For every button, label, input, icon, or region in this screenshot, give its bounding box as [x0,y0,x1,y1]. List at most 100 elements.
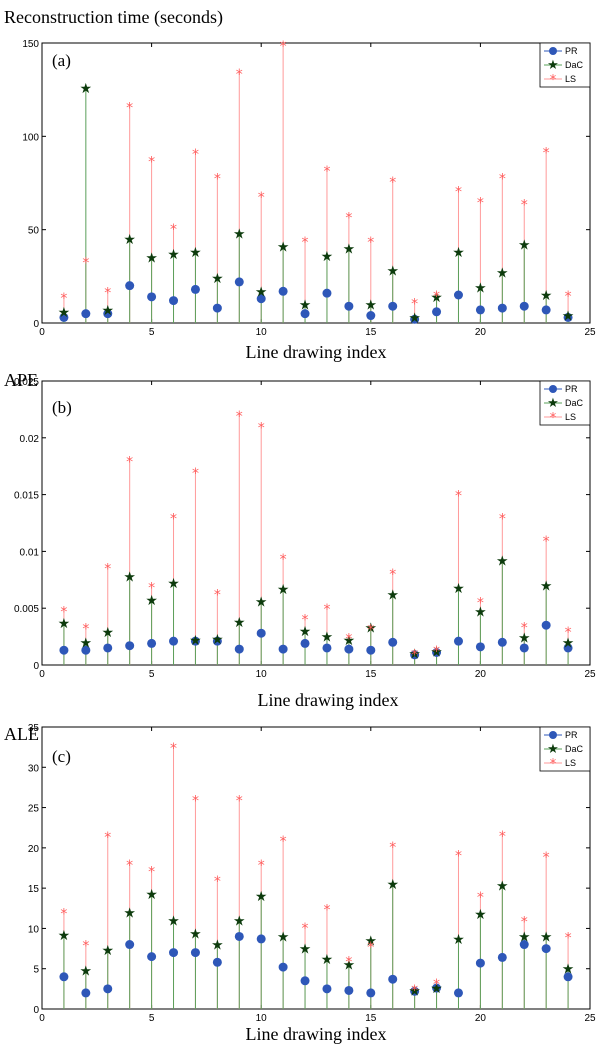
plot-frame [41,42,591,324]
panel-label: (a) [52,51,71,70]
chart-ale: ALE (c) 0 5 10 15 20 25 0 5 10 15 20 25 30 35 ★ ★ ★ ★ ★ ★ ★ ★… [4,723,596,1044]
point-ls: * [411,648,418,664]
point-pr [497,637,507,647]
point-dac: ★ [233,226,246,242]
plot-frame [41,726,591,1010]
point-dac: ★ [518,929,531,945]
x-tick-label: 15 [365,1013,377,1024]
point-ls: * [411,296,418,312]
point-ls: * [126,100,133,116]
point-dac: ★ [211,271,224,287]
point-dac: ★ [321,249,334,265]
legend-entry: LS [565,758,576,768]
point-ls: * [433,977,440,993]
point-dac: ★ [365,934,378,950]
point-ls: * [214,171,221,187]
point-dac: ★ [474,281,487,297]
plot-frame [41,380,591,666]
point-pr [410,986,420,996]
point-dac: ★ [145,251,158,267]
point-ls: * [258,420,265,436]
point-ls: * [236,67,243,83]
x-axis-label: Line drawing index [258,690,399,710]
point-dac: ★ [255,594,268,610]
point-ls: * [60,906,67,922]
point-pr [453,636,463,646]
point-ls: * [499,171,506,187]
legend-marker-ls: * [550,411,557,426]
point-pr [344,985,354,995]
y-tick-label: 100 [22,132,39,143]
point-pr [563,643,573,653]
point-dac: ★ [101,303,114,319]
legend-entry: PR [565,730,578,740]
point-ls: * [148,581,155,597]
point-pr [300,309,310,319]
point-ls: * [258,190,265,206]
point-pr [190,636,200,646]
point-pr [519,940,529,950]
point-dac: ★ [167,247,180,263]
point-dac: ★ [189,245,202,261]
point-ls: * [565,930,572,946]
point-ls: * [323,602,330,618]
x-tick-label: 15 [365,669,377,680]
point-dac: ★ [496,879,509,895]
point-ls: * [323,902,330,918]
x-tick-label: 25 [584,327,596,338]
legend-marker-dac: ★ [547,396,559,411]
point-pr [212,636,222,646]
legend: PR ★ DaC * LS [539,380,591,426]
point-pr [81,988,91,998]
point-pr [103,643,113,653]
legend-marker-pr [549,385,557,393]
point-ls: * [214,587,221,603]
x-tick-label: 20 [475,1013,487,1024]
point-ls: * [389,840,396,856]
point-pr [190,284,200,294]
point-pr [366,645,376,655]
x-axis-label: Line drawing index [246,1024,387,1044]
y-tick-label: 0.02 [20,434,40,445]
point-ls: * [148,155,155,171]
point-pr [497,303,507,313]
legend-marker-pr [549,731,557,739]
y-tick-label: 20 [28,844,40,855]
y-tick-label: 25 [28,804,40,815]
point-dac: ★ [540,929,553,945]
point-pr [234,277,244,287]
point-ls: * [302,235,309,251]
point-ls: * [170,222,177,238]
point-pr [519,301,529,311]
point-dac: ★ [474,907,487,923]
panel-label: (b) [52,398,72,417]
point-dac: ★ [386,588,399,604]
point-ls: * [345,632,352,648]
point-pr [234,931,244,941]
point-ls: * [82,939,89,955]
point-ls: * [126,858,133,874]
legend: PR ★ DaC * LS [539,726,591,772]
point-pr [541,305,551,315]
point-ls: * [302,921,309,937]
plot-area: 0 5 10 15 20 25 0 5 10 15 20 25 30 35 ★ ★ ★ ★ ★ ★ ★ ★ ★ ★ ★ ★ ★ ★ ★ ★… [28,723,596,1024]
y-tick-label: 50 [28,226,40,237]
point-pr [256,628,266,638]
point-pr [81,645,91,655]
legend-entry: PR [565,384,578,394]
point-pr [453,988,463,998]
x-tick-label: 10 [256,327,268,338]
point-pr [519,643,529,653]
point-pr [212,957,222,967]
point-ls: * [455,184,462,200]
point-pr [169,948,179,958]
point-pr [388,637,398,647]
y-tick-label: 150 [22,39,39,50]
legend-entry: DaC [565,398,584,408]
x-tick-label: 15 [365,327,377,338]
point-ls: * [236,409,243,425]
point-pr [410,314,420,324]
point-dac: ★ [80,635,93,651]
y-tick-label: 0.025 [14,377,39,388]
